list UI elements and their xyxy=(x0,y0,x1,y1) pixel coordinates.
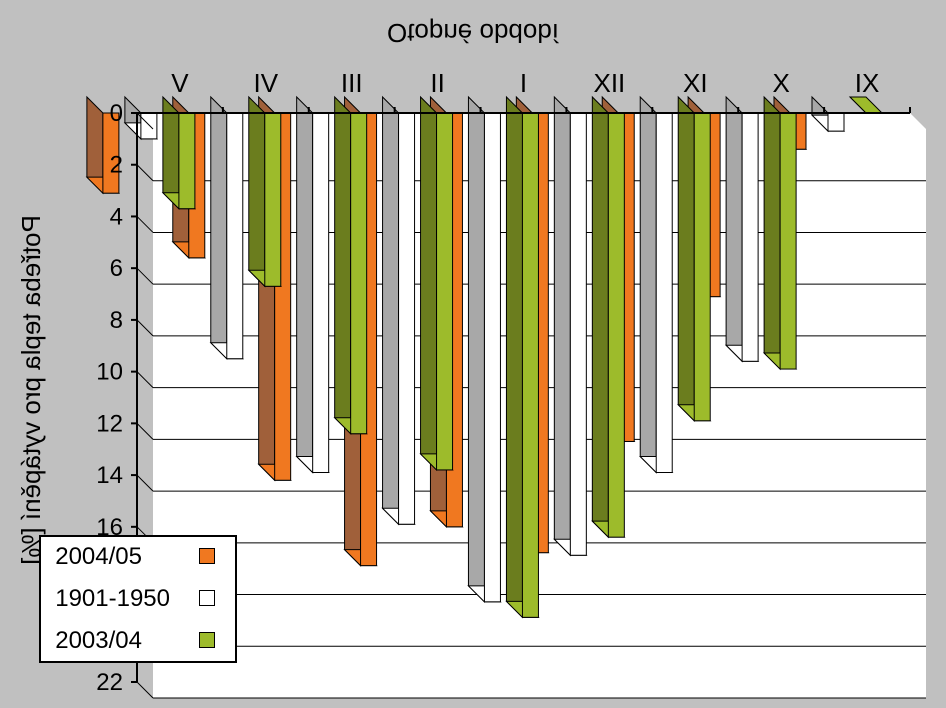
legend-swatch xyxy=(199,632,215,648)
y-tick-label: 14 xyxy=(96,462,123,489)
y-tick-label: 12 xyxy=(96,410,123,437)
bar xyxy=(810,95,846,133)
bar-cap xyxy=(848,96,884,114)
bar xyxy=(724,95,760,363)
bar xyxy=(467,95,502,604)
bar-side xyxy=(334,95,352,435)
bar-front xyxy=(521,112,539,618)
bar xyxy=(295,95,330,474)
bar-front xyxy=(827,112,845,132)
gridline-depth xyxy=(136,474,154,492)
bar xyxy=(85,95,121,195)
bar-front xyxy=(741,112,759,362)
bar-front xyxy=(436,112,454,471)
bar-front xyxy=(350,112,368,435)
x-category-label: IX xyxy=(855,68,880,98)
bar-side xyxy=(296,95,314,474)
bar-front xyxy=(607,112,625,538)
gridline-depth xyxy=(136,681,154,699)
bar xyxy=(333,95,368,435)
bar xyxy=(677,95,712,422)
axis-depth-line xyxy=(136,112,154,130)
x-category-label: IV xyxy=(254,68,279,98)
bar-side xyxy=(382,95,400,526)
y-tick-label: 0 xyxy=(110,100,123,127)
bar-side xyxy=(210,95,228,360)
bar-front xyxy=(398,112,416,525)
gridline-depth xyxy=(136,319,154,337)
bar xyxy=(553,95,588,557)
y-tick-label: 2 xyxy=(110,152,123,179)
bar-side xyxy=(763,95,781,371)
x-category-label: III xyxy=(341,68,363,98)
bar xyxy=(161,95,197,210)
bar-front xyxy=(226,112,244,360)
gridline-depth xyxy=(136,164,154,182)
bar-side xyxy=(639,95,657,474)
bar-side xyxy=(248,95,266,288)
legend-item-2003-04: 2003/04 xyxy=(41,621,235,661)
bar-front xyxy=(569,112,587,556)
bar-side xyxy=(725,95,743,363)
bar-side xyxy=(467,95,485,604)
gridline-depth xyxy=(136,371,154,388)
bar-front xyxy=(655,112,673,474)
bar-side xyxy=(677,95,695,422)
bar-side xyxy=(553,95,571,557)
gridline-depth xyxy=(136,267,154,285)
bar xyxy=(381,95,416,526)
bar-front xyxy=(140,112,158,140)
bar xyxy=(209,95,244,360)
y-tick-label: 10 xyxy=(96,359,123,386)
x-category-label: II xyxy=(430,68,444,98)
legend-label: 2003/04 xyxy=(55,627,142,654)
bar-side xyxy=(505,95,523,619)
legend-item-1901-1950: 1901-1950 xyxy=(41,579,235,619)
bar xyxy=(247,95,282,288)
x-category-label: X xyxy=(772,68,789,98)
legend-label: 2004/05 xyxy=(55,543,142,570)
x-category-label: XII xyxy=(593,68,625,98)
bar xyxy=(505,95,540,619)
legend-item-2004-05: 2004/05 xyxy=(41,537,235,577)
y-tick-label: 6 xyxy=(110,255,123,282)
bar xyxy=(123,95,159,141)
legend-label: 1901-1950 xyxy=(55,585,170,612)
bar-side xyxy=(591,95,609,539)
y-tick-label: 8 xyxy=(110,307,123,334)
bar-front xyxy=(102,112,120,194)
x-category-label: I xyxy=(520,68,527,98)
bar-front xyxy=(312,112,330,474)
bar xyxy=(848,96,884,114)
bar-front xyxy=(264,112,282,287)
bar xyxy=(639,95,674,474)
x-axis-title: Otopné období xyxy=(387,18,560,48)
bar-side xyxy=(420,95,438,472)
x-category-label: XI xyxy=(683,68,708,98)
bar xyxy=(419,95,454,472)
legend-swatch xyxy=(199,548,215,564)
bar xyxy=(762,95,798,371)
y-tick-label: 22 xyxy=(96,669,123,696)
y-axis-title: Potřeba tepla pro vytápění [%] xyxy=(16,215,46,565)
legend: 2004/05 1901-1950 2003/04 xyxy=(39,535,237,663)
bar-front xyxy=(693,112,711,422)
gridline-depth xyxy=(136,216,154,233)
bar-front xyxy=(483,112,501,603)
bar-front xyxy=(178,112,196,210)
gridline-depth xyxy=(136,423,154,440)
y-tick-label: 4 xyxy=(110,203,123,230)
x-category-label: V xyxy=(171,68,189,98)
bar xyxy=(591,95,626,539)
legend-swatch xyxy=(199,590,215,606)
bar-front xyxy=(779,112,797,370)
